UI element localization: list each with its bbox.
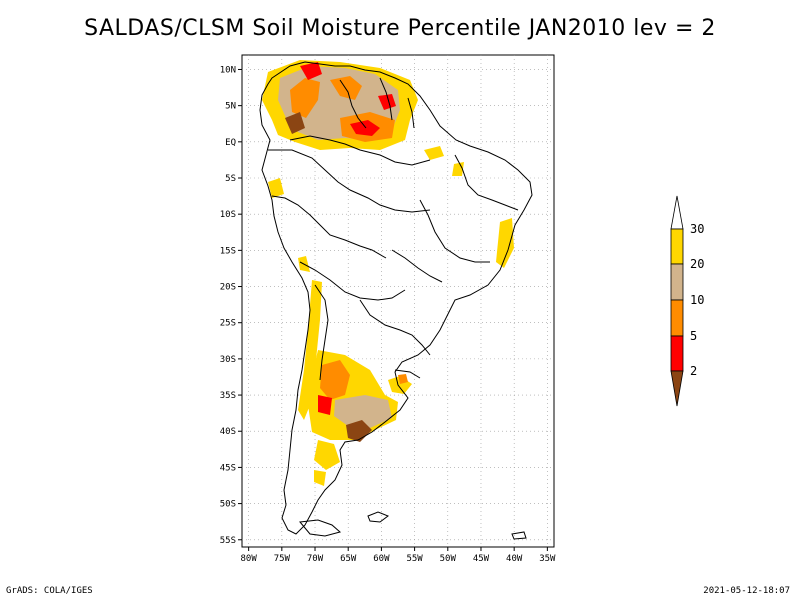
lat-tick-label: 30S: [220, 355, 236, 365]
islands-outline: [299, 511, 527, 540]
footer-credit: GrADS: COLA/IGES: [6, 586, 93, 596]
colorbar-2-5-box: [670, 335, 684, 372]
grid-lines: [242, 55, 554, 547]
lon-tick-label: 55W: [406, 554, 423, 564]
lat-tick-label: 5S: [225, 174, 236, 184]
footer-timestamp: 2021-05-12-18:07: [703, 586, 790, 596]
lat-tick-label: 35S: [220, 391, 236, 401]
colorbar-20-30-box: [670, 228, 684, 265]
colorbar: 2 5 10 20 30: [670, 195, 704, 407]
lat-tick-label: EQ: [225, 138, 236, 148]
lat-tick-label: 5N: [225, 102, 236, 112]
coastline-outline: [259, 61, 533, 535]
lon-tick-label: 70W: [307, 554, 324, 564]
lat-tick-label: 40S: [220, 427, 236, 437]
longitude-ticks: 80W 75W 70W 65W 60W 55W 50W 45W 40W 35W: [241, 547, 556, 564]
lon-tick-label: 40W: [506, 554, 523, 564]
latitude-ticks: 10N 5N EQ 5S 10S 15S 20S 25S 30S 35S 40S 45S 50S 55S: [220, 65, 242, 546]
lat-tick-label: 10N: [220, 65, 236, 75]
chart-title: SALDAS/CLSM Soil Moisture Percentile JAN…: [84, 16, 716, 41]
lon-tick-label: 50W: [440, 554, 457, 564]
lat-tick-label: 25S: [220, 319, 236, 329]
colorbar-label: 30: [690, 222, 704, 236]
lat-tick-label: 55S: [220, 536, 236, 546]
colorbar-label: 5: [690, 329, 697, 343]
colorbar-label: 20: [690, 257, 704, 271]
colorbar-label: 2: [690, 364, 697, 378]
lon-tick-label: 60W: [373, 554, 390, 564]
lat-tick-label: 45S: [220, 463, 236, 473]
lon-tick-label: 80W: [241, 554, 258, 564]
lon-tick-label: 35W: [539, 554, 556, 564]
colorbar-10-20-box: [670, 263, 684, 301]
lat-tick-label: 50S: [220, 500, 236, 510]
lat-tick-label: 20S: [220, 283, 236, 293]
lon-tick-label: 75W: [274, 554, 291, 564]
colorbar-below-2-triangle: [670, 370, 684, 407]
lat-tick-label: 15S: [220, 246, 236, 256]
colorbar-label: 10: [690, 293, 704, 307]
lat-tick-label: 10S: [220, 210, 236, 220]
lon-tick-label: 45W: [473, 554, 490, 564]
colorbar-5-10-box: [670, 299, 684, 337]
soil-moisture-shading: [262, 60, 514, 486]
lon-tick-label: 65W: [340, 554, 357, 564]
colorbar-above-30-triangle: [670, 195, 684, 230]
